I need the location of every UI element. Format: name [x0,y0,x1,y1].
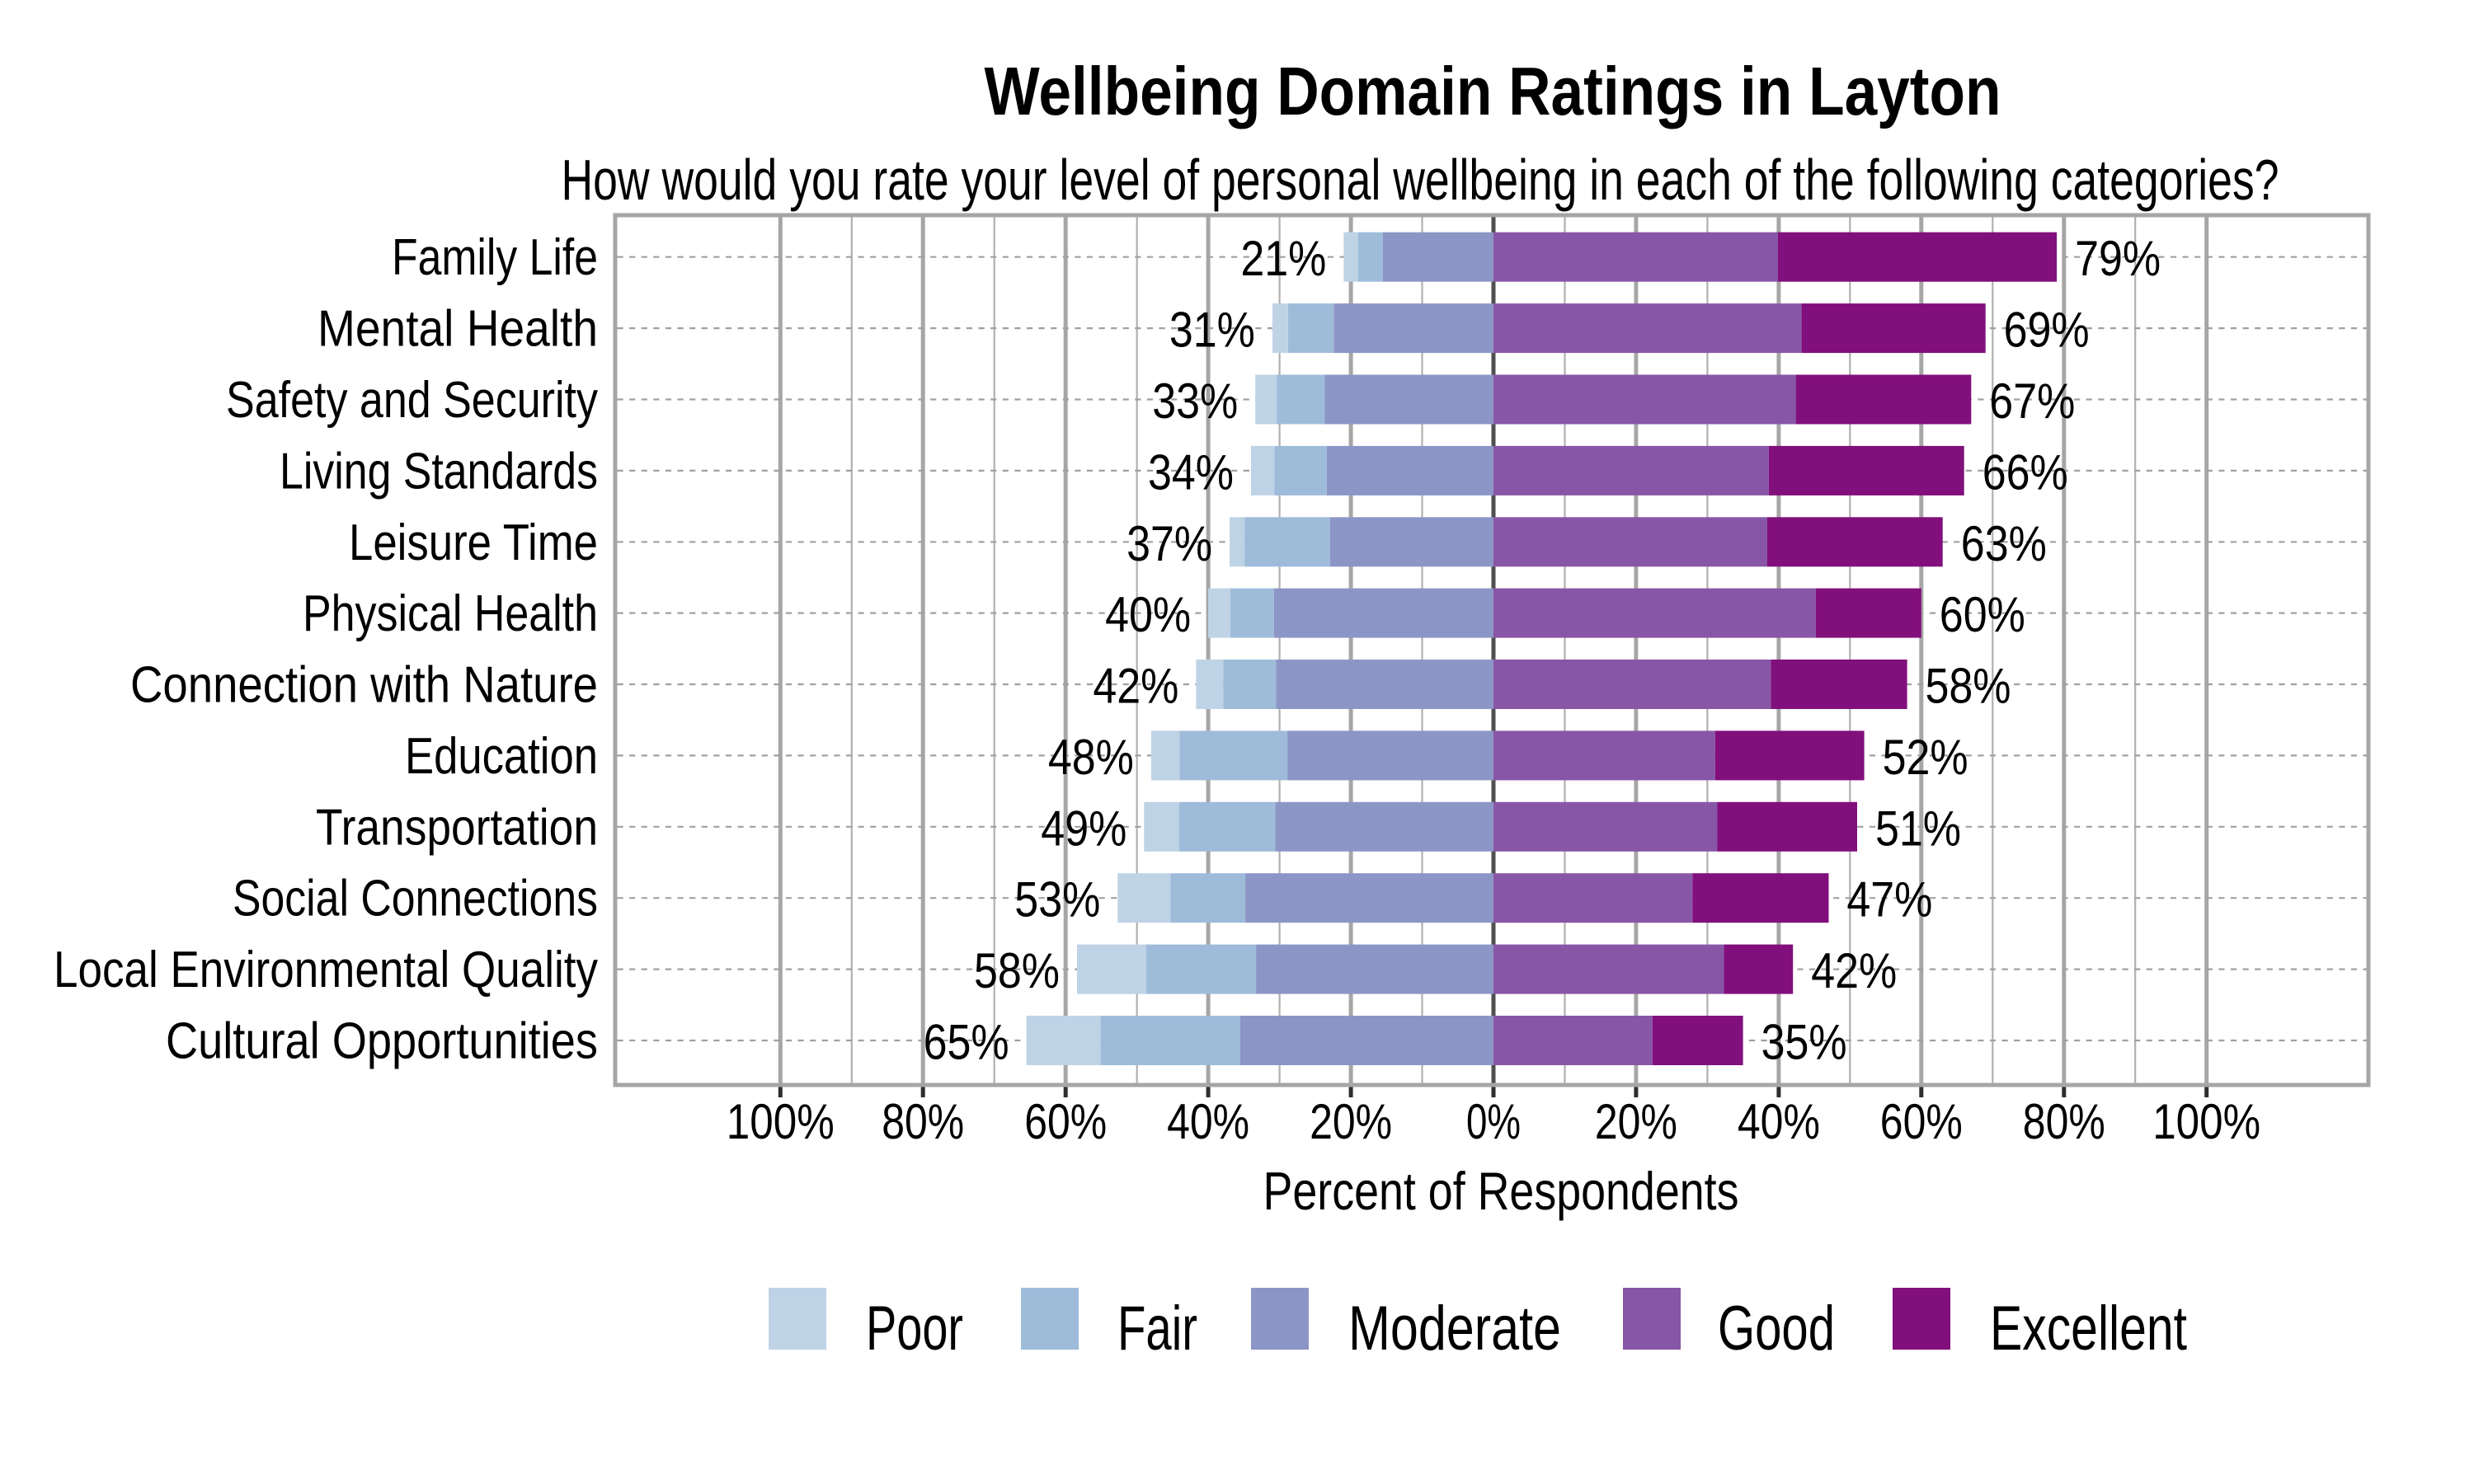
svg-text:Local Environmental Quality: Local Environmental Quality [54,942,598,998]
svg-text:How would you rate your level: How would you rate your level of persona… [562,148,2279,212]
svg-text:35%: 35% [1761,1015,1847,1070]
svg-text:40%: 40% [1105,587,1191,642]
svg-text:60%: 60% [1940,587,2025,642]
svg-text:48%: 48% [1048,730,1134,785]
svg-text:67%: 67% [1989,373,2075,429]
svg-text:Family Life: Family Life [392,229,598,286]
svg-text:Safety and Security: Safety and Security [226,372,598,429]
svg-text:Moderate: Moderate [1348,1294,1561,1364]
svg-text:Education: Education [405,728,598,785]
svg-text:20%: 20% [1595,1094,1677,1149]
svg-text:Percent of Respondents: Percent of Respondents [1263,1161,1739,1221]
svg-text:79%: 79% [2075,231,2161,286]
svg-text:60%: 60% [1024,1094,1107,1149]
svg-text:Excellent: Excellent [1990,1294,2187,1364]
svg-text:65%: 65% [924,1015,1009,1070]
svg-text:52%: 52% [1883,730,1968,785]
svg-text:Fair: Fair [1117,1294,1197,1364]
svg-text:20%: 20% [1310,1094,1392,1149]
svg-text:34%: 34% [1148,444,1234,500]
svg-text:80%: 80% [2023,1094,2105,1149]
svg-text:31%: 31% [1169,303,1255,358]
svg-text:80%: 80% [882,1094,964,1149]
svg-text:42%: 42% [1093,659,1178,714]
svg-text:Living Standards: Living Standards [280,443,598,500]
svg-text:33%: 33% [1152,373,1238,429]
svg-text:Physical Health: Physical Health [303,585,598,642]
svg-text:40%: 40% [1738,1094,1820,1149]
svg-text:Social Connections: Social Connections [233,871,598,928]
svg-text:53%: 53% [1014,872,1100,928]
svg-text:49%: 49% [1041,801,1126,856]
svg-text:69%: 69% [2004,303,2090,358]
svg-text:Transportation: Transportation [316,799,598,856]
svg-text:42%: 42% [1811,943,1897,998]
svg-text:Cultural Opportunities: Cultural Opportunities [166,1013,598,1070]
svg-text:Mental Health: Mental Health [317,301,598,358]
svg-text:47%: 47% [1846,872,1932,928]
svg-text:Good: Good [1718,1294,1835,1364]
svg-text:21%: 21% [1240,231,1326,286]
svg-text:60%: 60% [1880,1094,1963,1149]
svg-text:Connection with Nature: Connection with Nature [130,657,598,714]
svg-text:37%: 37% [1126,516,1212,571]
svg-text:100%: 100% [2152,1094,2260,1149]
svg-text:66%: 66% [1982,444,2068,500]
svg-text:Wellbeing Domain Ratings in La: Wellbeing Domain Ratings in Layton [985,53,2001,129]
svg-text:0%: 0% [1466,1094,1521,1149]
svg-text:58%: 58% [1926,659,2011,714]
svg-text:100%: 100% [727,1094,835,1149]
svg-text:Poor: Poor [866,1294,963,1364]
svg-text:Leisure Time: Leisure Time [349,514,598,571]
svg-text:40%: 40% [1167,1094,1249,1149]
svg-text:51%: 51% [1875,801,1961,856]
svg-text:63%: 63% [1961,516,2047,571]
svg-text:58%: 58% [974,943,1060,998]
